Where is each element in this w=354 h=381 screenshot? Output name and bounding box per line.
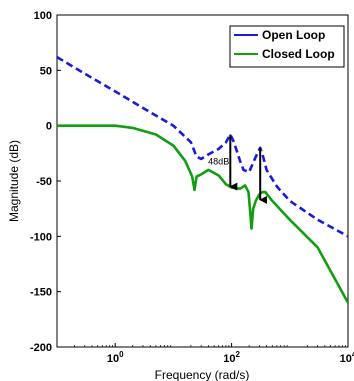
x-tick-label: 100 bbox=[107, 350, 124, 365]
plot-area bbox=[56, 14, 349, 348]
y-tick-label: 0 bbox=[46, 121, 52, 133]
y-tick-label: -100 bbox=[30, 231, 52, 243]
y-tick-label: -200 bbox=[30, 342, 52, 354]
legend-box bbox=[229, 25, 345, 68]
y-tick-label: -50 bbox=[36, 176, 52, 188]
x-tick-label: 104 bbox=[340, 350, 354, 365]
legend-entry-closed-loop: Closed Loop bbox=[262, 47, 335, 61]
y-tick-label: 50 bbox=[40, 65, 52, 77]
legend-entry-open-loop: Open Loop bbox=[262, 28, 325, 42]
y-tick-label: 100 bbox=[34, 10, 52, 22]
x-tick-label: 102 bbox=[223, 350, 240, 365]
x-axis-label: Frequency (rad/s) bbox=[155, 368, 250, 381]
y-axis-label: Magnitude (dB) bbox=[7, 140, 21, 222]
annotation-label: 48dB bbox=[208, 156, 229, 166]
y-tick-label: -150 bbox=[30, 287, 52, 299]
series-open-loop bbox=[57, 55, 348, 238]
legend: Open Loop Closed Loop bbox=[229, 25, 345, 68]
